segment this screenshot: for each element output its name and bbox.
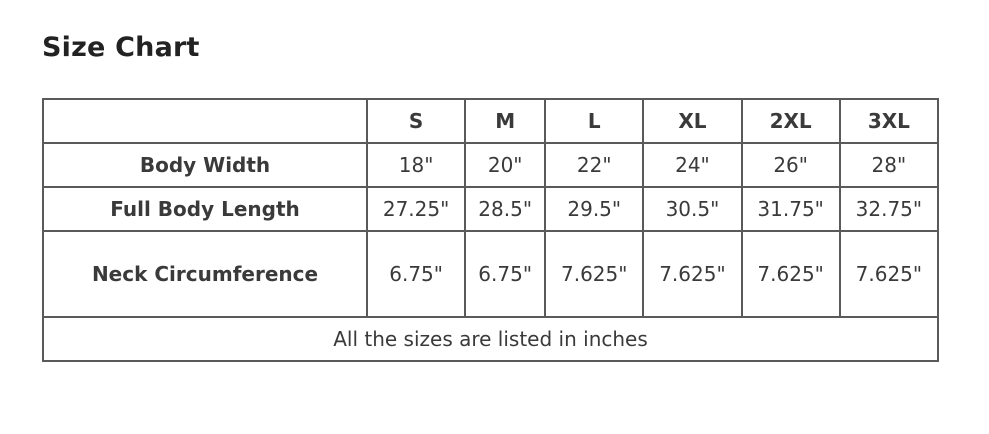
table-row: Full Body Length 27.25" 28.5" 29.5" 30.5… (42, 186, 940, 232)
table-cell: 7.625" (544, 230, 645, 318)
header-cell: S (365, 98, 467, 144)
table-cell: 6.75" (365, 230, 467, 318)
table-cell: 28" (838, 142, 940, 188)
table-cell: 20" (464, 142, 547, 188)
table-cell: 6.75" (464, 230, 547, 318)
table-row: Body Width 18" 20" 22" 24" 26" 28" (42, 142, 940, 188)
row-label: Body Width (42, 142, 368, 188)
table-cell: 7.625" (740, 230, 841, 318)
size-chart-table: S M L XL 2XL 3XL Body Width 18" 20" 22" … (42, 98, 940, 362)
table-cell: 18" (365, 142, 467, 188)
table-cell: 7.625" (642, 230, 743, 318)
header-row: S M L XL 2XL 3XL (42, 98, 940, 144)
footer-note: All the sizes are listed in inches (42, 316, 939, 362)
header-cell: 3XL (838, 98, 940, 144)
row-label: Neck Circumference (42, 230, 368, 318)
table-cell: 7.625" (838, 230, 940, 318)
table-cell: 29.5" (544, 186, 645, 232)
header-cell: M (464, 98, 547, 144)
page-title: Size Chart (42, 32, 200, 63)
header-cell: L (544, 98, 645, 144)
table-cell: 22" (544, 142, 645, 188)
table-cell: 31.75" (740, 186, 841, 232)
table-row: Neck Circumference 6.75" 6.75" 7.625" 7.… (42, 230, 940, 318)
footer-row: All the sizes are listed in inches (42, 316, 939, 362)
row-label: Full Body Length (42, 186, 368, 232)
table-cell: 26" (740, 142, 841, 188)
header-cell (42, 98, 368, 144)
table-cell: 24" (642, 142, 743, 188)
table-cell: 28.5" (464, 186, 547, 232)
header-cell: 2XL (740, 98, 841, 144)
header-cell: XL (642, 98, 743, 144)
table-cell: 27.25" (365, 186, 467, 232)
table-cell: 32.75" (838, 186, 940, 232)
table-cell: 30.5" (642, 186, 743, 232)
